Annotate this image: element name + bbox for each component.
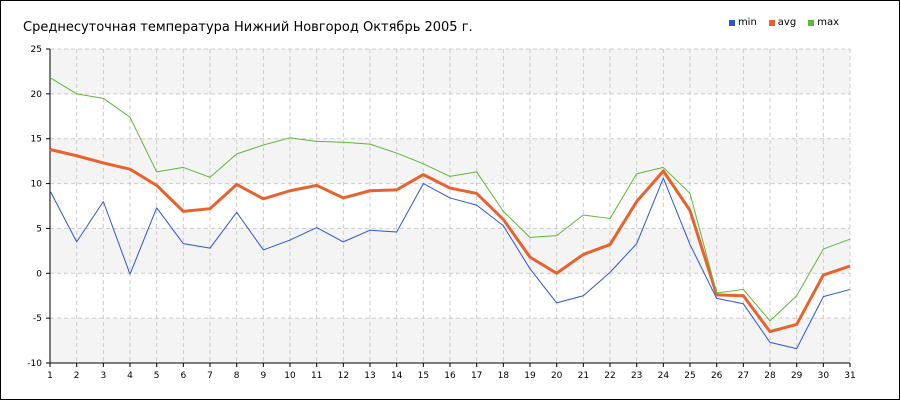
legend-item-min: min [728,17,757,28]
x-tick-label: 9 [260,371,266,381]
legend-label-max: max [817,17,839,28]
x-tick-label: 11 [311,371,322,381]
x-tick-label: 25 [684,371,695,381]
x-tick-label: 16 [444,371,456,381]
x-tick-label: 30 [818,371,830,381]
y-tick-label: 20 [31,90,43,100]
x-tick-label: 31 [844,371,855,381]
x-tick-label: 10 [284,371,296,381]
chart-title: Среднесуточная температура Нижний Новгор… [23,20,473,35]
legend-swatch-max [808,19,815,26]
x-tick-label: 14 [391,371,403,381]
x-tick-label: 6 [180,371,186,381]
x-tick-label: 13 [364,371,375,381]
y-tick-label: 0 [36,269,42,279]
x-tick-label: 17 [471,371,482,381]
y-tick-label: -5 [33,314,42,324]
x-tick-label: 12 [338,371,349,381]
grid-band [50,228,850,274]
y-tick-label: 25 [31,45,42,55]
series-line-min [49,177,851,350]
x-tick-label: 5 [154,371,160,381]
legend-item-avg: avg [768,17,797,28]
x-tick-label: 2 [74,371,80,381]
series-line-max [49,77,851,322]
y-tick-label: 15 [31,135,42,145]
x-tick-label: 24 [658,371,670,381]
y-tick-label: 10 [31,180,43,190]
legend-label-avg: avg [777,17,797,28]
series-line-avg [49,148,851,334]
x-tick-label: 29 [791,371,803,381]
legend-swatch-min [728,19,735,26]
x-tick-label: 18 [498,371,510,381]
y-tick-label: 5 [36,224,42,234]
x-tick-label: 19 [524,371,536,381]
y-tick-label: -10 [27,359,42,369]
x-tick-label: 28 [764,371,776,381]
x-tick-label: 7 [207,371,213,381]
x-tick-label: 26 [711,371,723,381]
x-tick-label: 4 [127,371,133,381]
x-tick-label: 3 [100,371,106,381]
x-tick-label: 8 [234,371,240,381]
legend-label-min: min [737,17,757,28]
chart-legend: min avg max [728,17,839,28]
x-tick-label: 20 [551,371,563,381]
x-tick-label: 15 [418,371,429,381]
x-tick-label: 23 [631,371,642,381]
legend-swatch-avg [768,19,775,26]
x-tick-label: 22 [604,371,615,381]
x-tick-label: 1 [47,371,53,381]
x-tick-label: 27 [738,371,749,381]
legend-item-max: max [808,17,839,28]
x-tick-label: 21 [578,371,589,381]
